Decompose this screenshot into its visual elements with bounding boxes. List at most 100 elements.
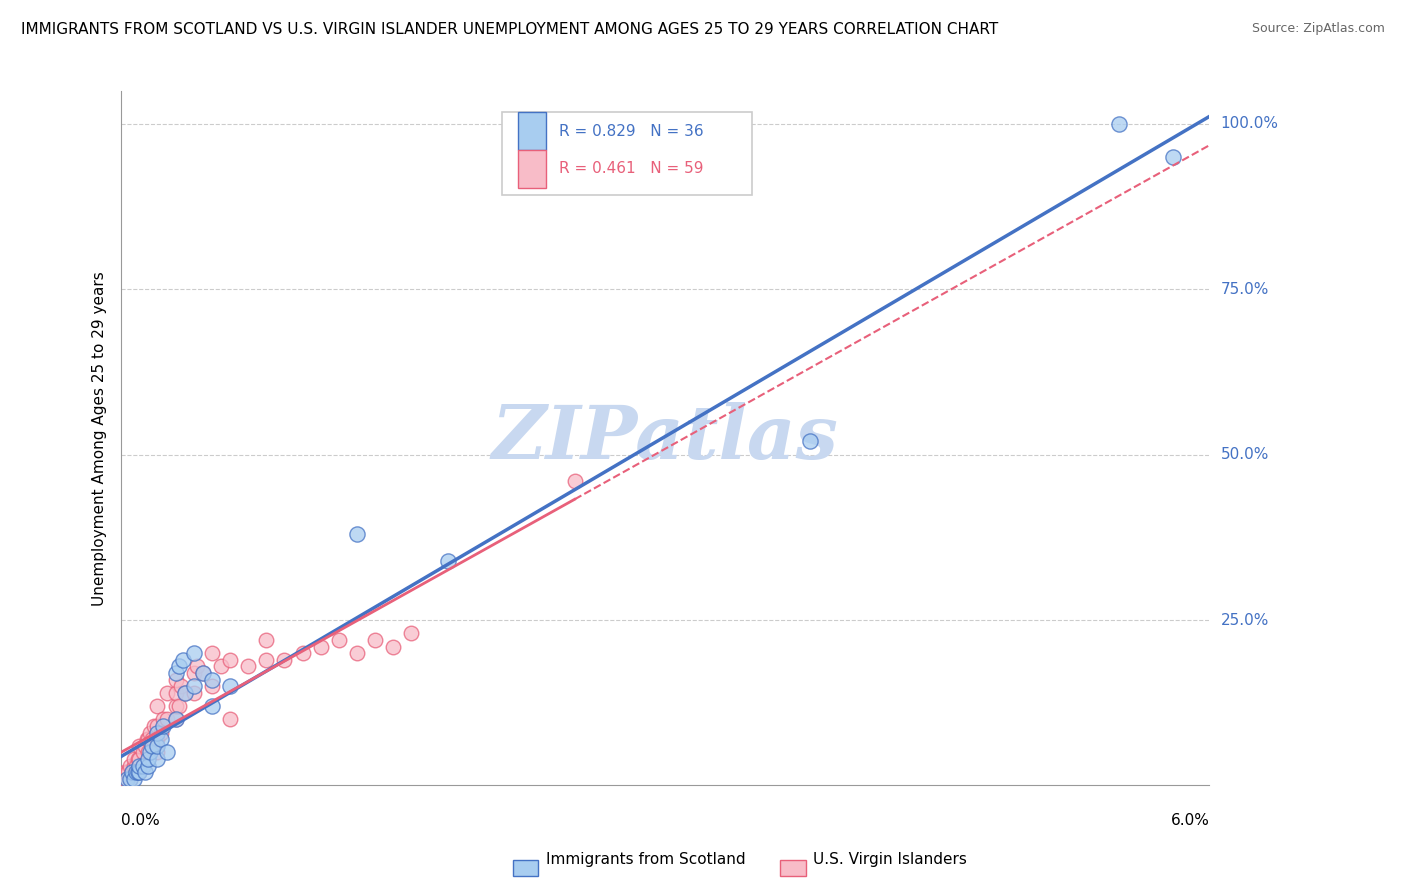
Point xyxy=(183,686,205,700)
Point xyxy=(155,712,177,726)
Point xyxy=(165,699,187,714)
Point xyxy=(128,758,150,772)
Point xyxy=(150,725,173,739)
Text: U.S. Virgin Islanders: U.S. Virgin Islanders xyxy=(813,853,966,867)
Text: IMMIGRANTS FROM SCOTLAND VS U.S. VIRGIN ISLANDER UNEMPLOYMENT AMONG AGES 25 TO 2: IMMIGRANTS FROM SCOTLAND VS U.S. VIRGIN … xyxy=(21,22,998,37)
Text: R = 0.461   N = 59: R = 0.461 N = 59 xyxy=(558,161,703,176)
Text: 0.0%: 0.0% xyxy=(121,814,160,829)
Point xyxy=(165,712,187,726)
Point xyxy=(1108,117,1130,131)
Point xyxy=(1161,150,1184,164)
Point xyxy=(138,758,160,772)
Point xyxy=(254,653,277,667)
Point xyxy=(117,765,139,780)
Point xyxy=(142,719,165,733)
Point xyxy=(254,632,277,647)
Point xyxy=(132,745,155,759)
Point xyxy=(128,765,150,780)
FancyBboxPatch shape xyxy=(519,112,546,150)
Point xyxy=(191,665,214,680)
Point xyxy=(382,640,405,654)
Y-axis label: Unemployment Among Ages 25 to 29 years: Unemployment Among Ages 25 to 29 years xyxy=(93,271,107,606)
Point xyxy=(167,699,190,714)
Point xyxy=(146,745,169,759)
Point xyxy=(165,712,187,726)
Point xyxy=(146,732,169,747)
Point xyxy=(165,673,187,687)
Point xyxy=(114,765,136,780)
Text: 25.0%: 25.0% xyxy=(1220,613,1268,628)
Point xyxy=(150,732,173,747)
Point xyxy=(328,632,350,647)
Point xyxy=(191,665,214,680)
Point xyxy=(135,732,157,747)
Point xyxy=(309,640,332,654)
Point xyxy=(165,665,187,680)
Point xyxy=(141,732,163,747)
Point xyxy=(138,745,160,759)
Point xyxy=(120,772,142,786)
Point xyxy=(139,725,162,739)
Point xyxy=(219,712,242,726)
Point xyxy=(141,739,163,753)
Text: Source: ZipAtlas.com: Source: ZipAtlas.com xyxy=(1251,22,1385,36)
Point xyxy=(146,719,169,733)
Point xyxy=(436,553,458,567)
Point xyxy=(138,732,160,747)
Point xyxy=(128,752,150,766)
Point xyxy=(132,758,155,772)
Point xyxy=(183,646,205,660)
Point xyxy=(172,653,194,667)
FancyBboxPatch shape xyxy=(519,150,546,187)
Point xyxy=(114,772,136,786)
Point xyxy=(401,626,423,640)
Point xyxy=(799,434,821,449)
Text: 6.0%: 6.0% xyxy=(1171,814,1209,829)
Point xyxy=(173,686,195,700)
Point xyxy=(167,659,190,673)
Point xyxy=(122,758,145,772)
Point xyxy=(138,752,160,766)
Point xyxy=(125,758,148,772)
Point xyxy=(201,646,224,660)
Point xyxy=(173,686,195,700)
Text: 50.0%: 50.0% xyxy=(1220,447,1268,462)
Point xyxy=(122,752,145,766)
Text: ZIPatlas: ZIPatlas xyxy=(492,402,839,475)
Point xyxy=(139,745,162,759)
Point xyxy=(134,739,156,753)
Point xyxy=(564,474,586,488)
Point xyxy=(115,765,138,780)
Point xyxy=(127,752,149,766)
Point xyxy=(146,699,169,714)
Point xyxy=(112,772,135,786)
Point xyxy=(146,752,169,766)
Point xyxy=(364,632,387,647)
Text: Immigrants from Scotland: Immigrants from Scotland xyxy=(546,853,745,867)
Text: 75.0%: 75.0% xyxy=(1220,282,1268,297)
Point xyxy=(219,679,242,693)
Point xyxy=(155,745,177,759)
Text: 100.0%: 100.0% xyxy=(1220,116,1278,131)
Point xyxy=(125,765,148,780)
Point xyxy=(134,765,156,780)
Point xyxy=(146,725,169,739)
Point xyxy=(273,653,295,667)
Point xyxy=(165,686,187,700)
Point xyxy=(120,758,142,772)
Point xyxy=(121,765,143,780)
Point xyxy=(152,712,174,726)
Point xyxy=(120,772,142,786)
Point xyxy=(128,765,150,780)
Point xyxy=(115,772,138,786)
Point xyxy=(201,699,224,714)
Point xyxy=(201,679,224,693)
Point xyxy=(128,739,150,753)
Point xyxy=(155,686,177,700)
Point xyxy=(146,739,169,753)
Text: R = 0.829   N = 36: R = 0.829 N = 36 xyxy=(558,124,703,138)
Point xyxy=(346,527,368,541)
Point xyxy=(183,665,205,680)
Point xyxy=(121,765,143,780)
Point xyxy=(201,673,224,687)
